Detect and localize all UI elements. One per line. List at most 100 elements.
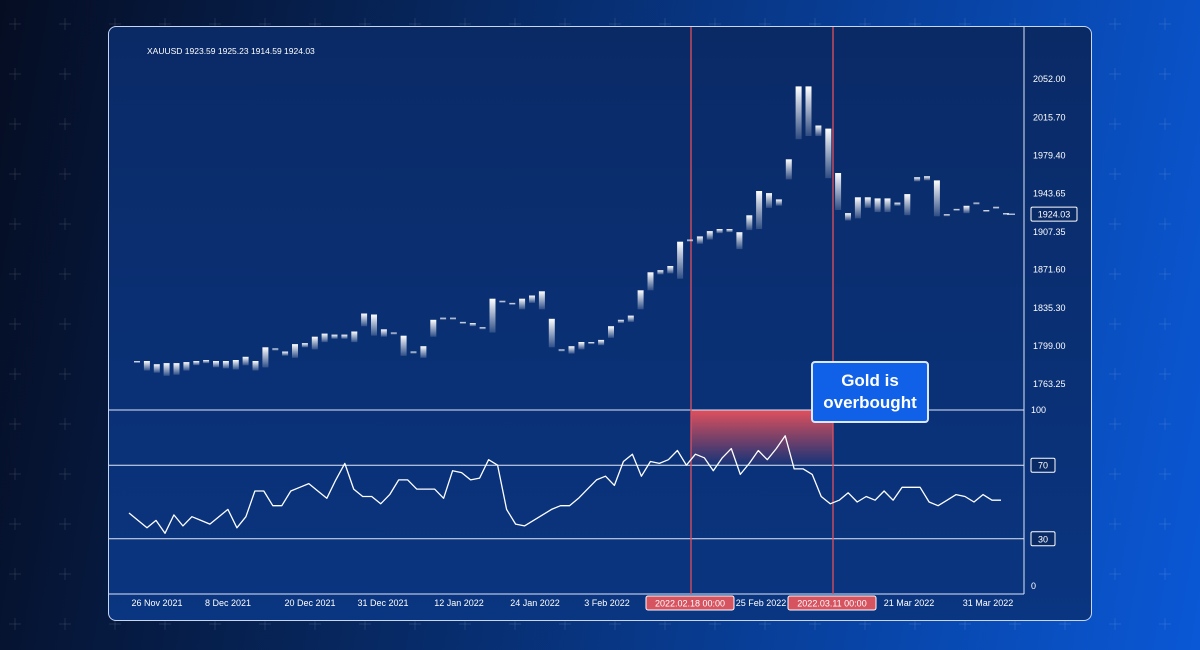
candle	[361, 313, 368, 327]
candle	[696, 236, 703, 244]
range-date-badge	[787, 595, 877, 611]
candle	[538, 291, 545, 310]
candle	[924, 176, 930, 181]
plus-mark	[1109, 268, 1121, 280]
candle	[311, 336, 318, 350]
candle	[459, 321, 466, 324]
date-tick-label: 26 Nov 2021	[131, 598, 182, 608]
plus-mark	[9, 418, 21, 430]
candle	[973, 202, 980, 205]
candle	[410, 351, 417, 354]
candle	[469, 323, 476, 327]
candle	[440, 317, 447, 320]
last-price-badge	[1030, 206, 1078, 222]
candle	[153, 364, 160, 373]
candle	[894, 202, 901, 206]
date-tick-label: 20 Dec 2021	[284, 598, 335, 608]
price-tick-label: 1835.30	[1033, 303, 1066, 313]
candle	[687, 239, 693, 242]
overbought-callout: Gold is overbought	[811, 361, 929, 423]
plus-mark	[1159, 118, 1171, 130]
candle	[785, 159, 792, 180]
candle	[854, 197, 861, 219]
candle	[598, 339, 605, 346]
candle	[292, 344, 298, 358]
price-tick-label: 1943.65	[1033, 188, 1066, 198]
candle	[163, 363, 170, 376]
plus-mark	[59, 518, 71, 530]
candle	[677, 241, 684, 279]
plus-mark	[59, 468, 71, 480]
candle	[805, 86, 812, 136]
plus-mark	[59, 118, 71, 130]
candle	[242, 356, 249, 366]
plus-mark	[59, 218, 71, 230]
candle	[963, 205, 970, 214]
candle	[420, 346, 427, 358]
candle	[578, 342, 585, 350]
candle	[637, 290, 644, 310]
candle	[627, 315, 634, 322]
candle	[213, 361, 219, 368]
candle	[608, 326, 614, 338]
candle	[548, 318, 555, 348]
price-tick-label: 1871.60	[1033, 265, 1066, 275]
plus-mark	[1109, 118, 1121, 130]
candle	[222, 361, 229, 369]
candle	[953, 208, 960, 211]
date-tick-label: 25 Feb 2022	[736, 598, 787, 608]
candle	[282, 351, 289, 356]
plus-mark	[9, 18, 21, 30]
candle	[558, 349, 565, 352]
candle	[766, 193, 772, 208]
plus-mark	[9, 318, 21, 330]
plus-mark	[59, 168, 71, 180]
plus-mark	[1159, 168, 1171, 180]
rsi-70-badge	[1030, 457, 1056, 473]
candle	[371, 314, 377, 336]
candle	[943, 214, 950, 217]
candle	[904, 194, 911, 216]
rsi-level-label: 100	[1031, 405, 1046, 415]
candle	[933, 180, 940, 217]
last-price-label: 1924.03	[1038, 210, 1071, 220]
candle	[331, 334, 338, 339]
rsi-line	[128, 435, 1001, 534]
rsi-level-label: 70	[1038, 461, 1048, 471]
price-tick-label: 1979.40	[1033, 151, 1066, 161]
candle	[845, 213, 851, 221]
plus-mark	[9, 168, 21, 180]
plus-mark	[59, 18, 71, 30]
price-tick-label: 1907.35	[1033, 227, 1066, 237]
plus-mark	[1109, 318, 1121, 330]
candle	[173, 363, 180, 375]
candle	[993, 206, 1000, 209]
plus-mark	[59, 268, 71, 280]
plus-mark	[1109, 518, 1121, 530]
plus-mark	[1159, 618, 1171, 630]
plus-mark	[1159, 568, 1171, 580]
chart-panel[interactable]: XAUUSD 1923.59 1925.23 1914.59 1924.03 20…	[108, 26, 1092, 621]
plus-mark	[9, 568, 21, 580]
date-tick-label: 31 Dec 2021	[357, 598, 408, 608]
candle	[509, 302, 516, 305]
candle	[143, 361, 150, 371]
candle	[736, 232, 743, 250]
plus-mark	[1109, 218, 1121, 230]
candle	[430, 319, 437, 337]
date-tick-label: 3 Feb 2022	[584, 598, 630, 608]
candle	[1003, 213, 1009, 216]
candle	[914, 177, 921, 182]
candle	[775, 199, 782, 206]
candle	[272, 348, 279, 351]
candle	[884, 198, 891, 213]
plus-mark	[1159, 268, 1171, 280]
plus-mark	[1159, 518, 1171, 530]
ohlc-label: XAUUSD 1923.59 1925.23 1914.59 1924.03	[147, 46, 315, 56]
plus-mark	[1159, 68, 1171, 80]
price-chart[interactable]: XAUUSD 1923.59 1925.23 1914.59 1924.03 20…	[109, 27, 1092, 621]
candle	[390, 332, 397, 335]
candle	[499, 300, 506, 303]
candle	[706, 231, 713, 240]
date-tick-label: 21 Mar 2022	[884, 598, 935, 608]
